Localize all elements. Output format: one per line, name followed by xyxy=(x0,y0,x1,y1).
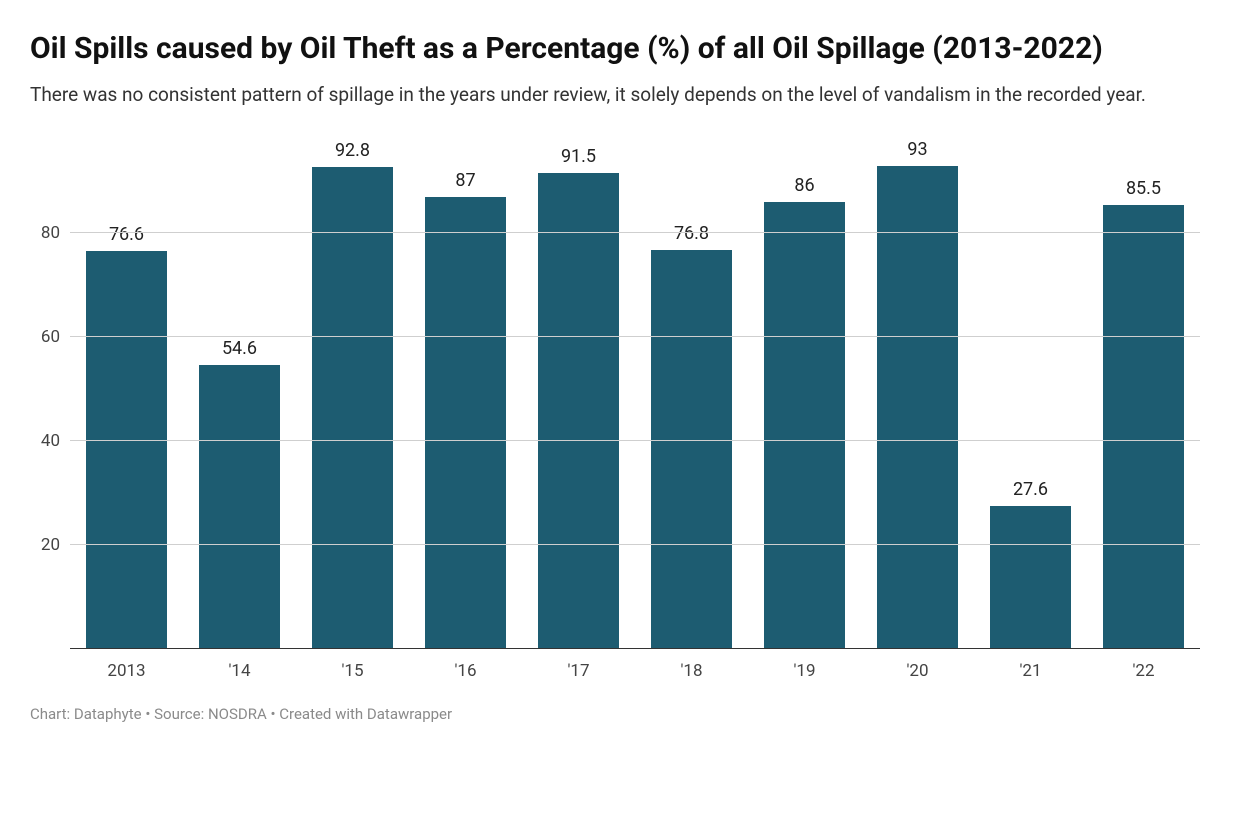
bar xyxy=(1103,205,1184,650)
bar-value-label: 27.6 xyxy=(1013,479,1048,500)
bar-column: 27.6 xyxy=(974,129,1087,649)
baseline xyxy=(70,648,1200,649)
gridline: 60 xyxy=(70,336,1200,337)
y-axis-label: 60 xyxy=(41,327,70,347)
x-axis-label: '22 xyxy=(1087,653,1200,681)
bar-column: 93 xyxy=(861,129,974,649)
y-axis-label: 20 xyxy=(41,535,70,555)
y-axis-label: 80 xyxy=(41,223,70,243)
bar-column: 86 xyxy=(748,129,861,649)
x-axis-label: '14 xyxy=(183,653,296,681)
chart-footer: Chart: Dataphyte • Source: NOSDRA • Crea… xyxy=(30,705,1210,723)
bar xyxy=(651,250,732,649)
x-axis-label: '19 xyxy=(748,653,861,681)
x-axis-label: '17 xyxy=(522,653,635,681)
bar xyxy=(86,251,167,649)
chart-subtitle: There was no consistent pattern of spill… xyxy=(30,82,1210,108)
bar-value-label: 91.5 xyxy=(561,146,596,167)
bar-value-label: 76.6 xyxy=(109,224,144,245)
bar-value-label: 92.8 xyxy=(335,140,370,161)
bar-column: 76.8 xyxy=(635,129,748,649)
bars-container: 76.6 54.6 92.8 87 91.5 76.8 86 93 27.6 85.5 xyxy=(70,129,1200,649)
bar xyxy=(764,202,845,649)
x-axis-labels: 2013'14'15'16'17'18'19'20'21'22 xyxy=(70,653,1200,689)
x-axis-label: '16 xyxy=(409,653,522,681)
y-axis-label: 40 xyxy=(41,431,70,451)
bar-value-label: 54.6 xyxy=(222,338,257,359)
x-axis-label: '15 xyxy=(296,653,409,681)
gridline: 40 xyxy=(70,440,1200,441)
gridline: 20 xyxy=(70,544,1200,545)
x-axis-label: '20 xyxy=(861,653,974,681)
x-axis-label: '18 xyxy=(635,653,748,681)
bar xyxy=(312,167,393,650)
bar-column: 91.5 xyxy=(522,129,635,649)
chart-title: Oil Spills caused by Oil Theft as a Perc… xyxy=(30,30,1210,68)
bar-column: 85.5 xyxy=(1087,129,1200,649)
bar-value-label: 85.5 xyxy=(1126,178,1161,199)
x-axis-label: 2013 xyxy=(70,653,183,681)
bar-value-label: 76.8 xyxy=(674,223,709,244)
bar-column: 76.6 xyxy=(70,129,183,649)
bar-value-label: 93 xyxy=(907,139,927,160)
bar xyxy=(425,197,506,649)
bar-column: 92.8 xyxy=(296,129,409,649)
x-axis-label: '21 xyxy=(974,653,1087,681)
bar-column: 54.6 xyxy=(183,129,296,649)
bar-value-label: 87 xyxy=(455,170,475,191)
plot-area: 76.6 54.6 92.8 87 91.5 76.8 86 93 27.6 85.5 20 40 6… xyxy=(70,129,1200,649)
bar-value-label: 86 xyxy=(794,175,814,196)
bar xyxy=(990,506,1071,650)
bar xyxy=(538,173,619,649)
bar xyxy=(877,166,958,650)
bar xyxy=(199,365,280,649)
bar-column: 87 xyxy=(409,129,522,649)
chart-area: 76.6 54.6 92.8 87 91.5 76.8 86 93 27.6 85.5 20 40 6… xyxy=(30,129,1210,689)
gridline: 80 xyxy=(70,232,1200,233)
